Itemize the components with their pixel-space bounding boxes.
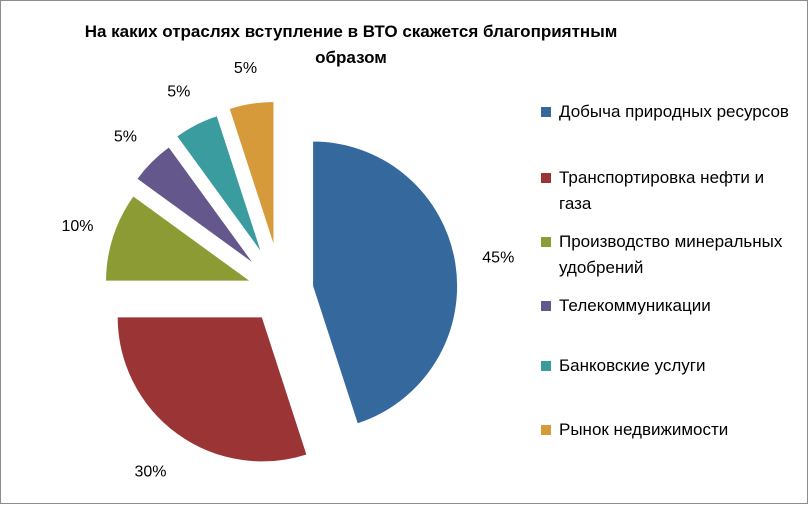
legend-item-3: Производство минеральных удобрений [541, 229, 791, 281]
data-label-3: 10% [61, 218, 93, 235]
data-label-4: 5% [114, 128, 137, 145]
legend-label: Добыча природных ресурсов [559, 102, 789, 121]
legend-swatch [541, 425, 551, 435]
legend-label: Производство минеральных удобрений [559, 232, 783, 277]
legend-item-1: Добыча природных ресурсов [541, 99, 791, 125]
legend-swatch [541, 173, 551, 183]
data-label-6: 5% [234, 60, 257, 77]
legend-swatch [541, 301, 551, 311]
pie-slice-1 [312, 140, 459, 425]
legend-swatch [541, 107, 551, 117]
pie-slice-4 [136, 146, 255, 265]
legend-swatch [541, 237, 551, 247]
legend-item-2: Транспортировка нефти и газа [541, 165, 791, 217]
legend-label: Транспортировка нефти и газа [559, 168, 765, 213]
pie-slice-3 [105, 195, 253, 282]
legend-label: Рынок недвижимости [559, 420, 729, 439]
pie-slice-6 [228, 101, 275, 247]
data-label-2: 30% [134, 464, 166, 481]
pie-slices [105, 101, 459, 463]
legend-item-4: Телекоммуникации [541, 293, 791, 319]
legend-swatch [541, 361, 551, 371]
pie-data-labels: 45% 30% 10% 5% 5% 5% [61, 60, 514, 481]
chart-title: На каких отраслях вступление в ВТО скаже… [84, 22, 618, 67]
pie-slice-2 [116, 316, 308, 463]
pie-slice-5 [176, 115, 263, 254]
legend-label: Телекоммуникации [559, 296, 711, 315]
legend-item-5: Банковские услуги [541, 353, 791, 379]
data-label-5: 5% [167, 84, 190, 101]
legend-item-6: Рынок недвижимости [541, 417, 791, 443]
data-label-1: 45% [482, 250, 514, 267]
legend-label: Банковские услуги [559, 356, 706, 375]
